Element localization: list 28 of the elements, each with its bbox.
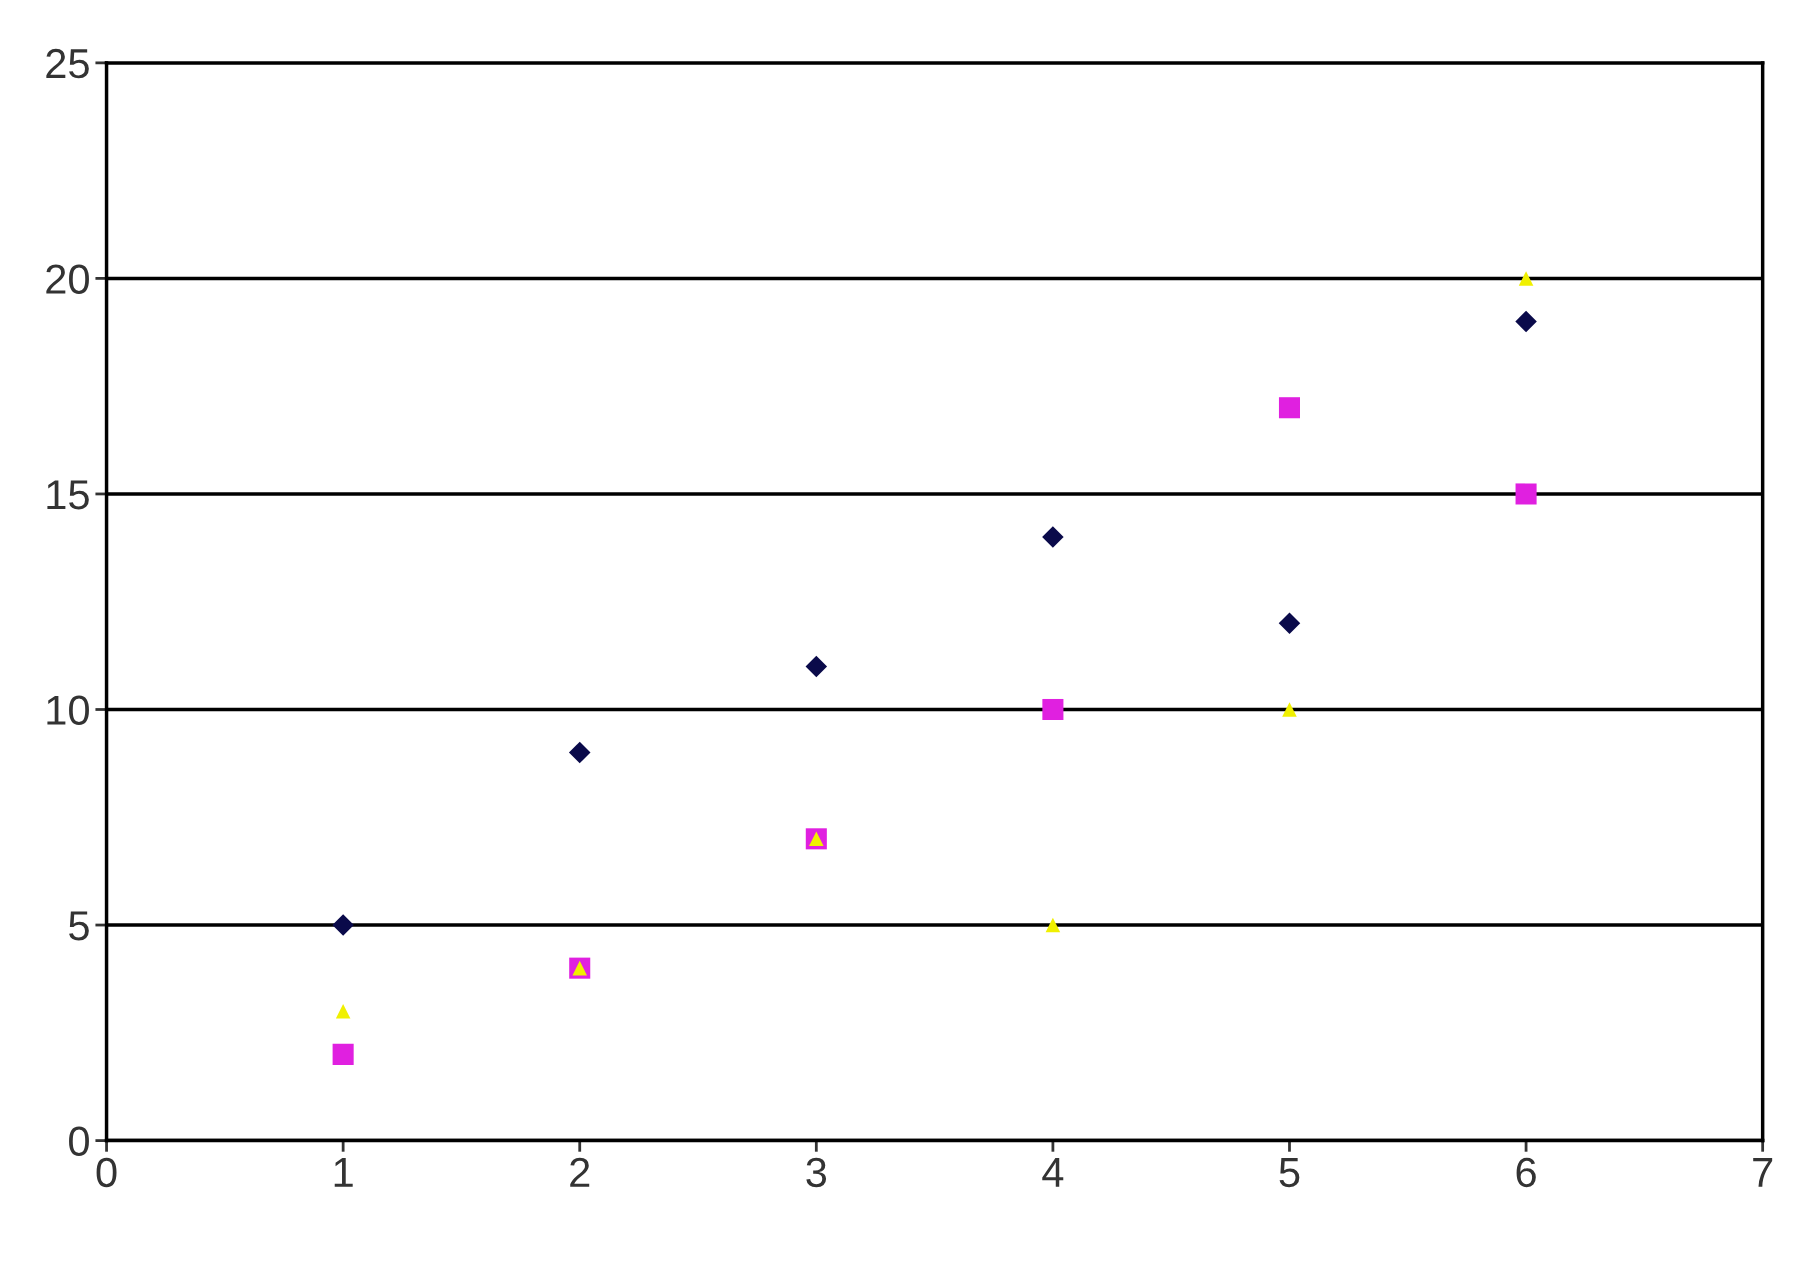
x-tick-label: 7 xyxy=(1753,1158,1773,1187)
point xyxy=(1515,310,1537,333)
y-tick-label: 5 xyxy=(69,911,89,941)
point xyxy=(332,914,354,936)
y-tick-label: 10 xyxy=(47,695,89,726)
point xyxy=(335,1003,351,1019)
point xyxy=(332,1043,354,1065)
x-tick-label: 4 xyxy=(1042,1158,1064,1187)
x-tick-label: 2 xyxy=(570,1157,590,1187)
point xyxy=(1278,612,1301,635)
point xyxy=(568,741,591,764)
point xyxy=(1278,397,1301,419)
x-tick-label: 1 xyxy=(334,1158,353,1187)
point xyxy=(1042,698,1064,721)
y-tick-label: 0 xyxy=(69,1126,89,1157)
point xyxy=(1518,271,1534,286)
x-tick-label: 0 xyxy=(96,1157,117,1188)
point xyxy=(1045,917,1061,933)
point xyxy=(1515,483,1537,505)
point xyxy=(1282,702,1297,717)
point xyxy=(1042,526,1064,548)
x-tick-label: 3 xyxy=(806,1157,827,1188)
x-tick-label: 5 xyxy=(1279,1158,1300,1188)
y-tick-label: 15 xyxy=(47,480,89,510)
y-tick-label: 25 xyxy=(46,48,89,79)
y-tick-label: 20 xyxy=(46,264,89,294)
x-tick-label: 6 xyxy=(1516,1157,1536,1188)
point xyxy=(805,655,828,678)
